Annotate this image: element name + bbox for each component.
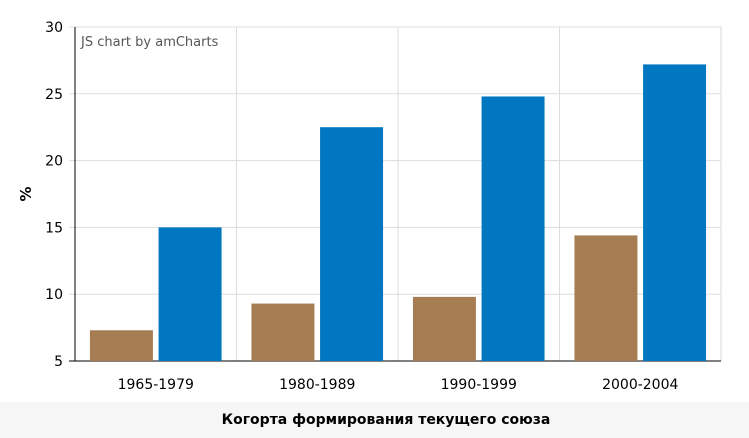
x-axis-ticks: 1965-1979 1980-1989 1990-1999 2000-2004: [118, 377, 679, 393]
bar-brown-1965-1979[interactable]: [89, 330, 153, 361]
y-axis-ticks: 5 10 15 20 25 30: [45, 20, 63, 370]
bar-blue-1990-1999[interactable]: [481, 96, 545, 362]
watermark-label: JS chart by amCharts: [80, 35, 219, 50]
y-tick-label: 25: [45, 87, 63, 103]
y-tick-label: 20: [45, 154, 63, 170]
bar-blue-1965-1979[interactable]: [158, 227, 222, 361]
bar-brown-1980-1989[interactable]: [251, 303, 315, 361]
bar-series-group: [89, 64, 707, 362]
x-tick-label: 2000-2004: [602, 377, 678, 393]
y-axis-title: %: [17, 186, 35, 201]
y-tick-label: 10: [45, 287, 63, 303]
y-tick-label: 30: [45, 20, 63, 36]
x-tick-label: 1980-1989: [279, 377, 355, 393]
bar-brown-1990-1999[interactable]: [412, 296, 476, 361]
x-tick-label: 1990-1999: [441, 377, 517, 393]
bar-brown-2000-2004[interactable]: [574, 235, 638, 361]
y-tick-label: 5: [54, 354, 63, 370]
x-tick-label: 1965-1979: [118, 377, 194, 393]
bar-blue-2000-2004[interactable]: [643, 64, 707, 362]
x-axis-title: Когорта формирования текущего союза: [222, 412, 551, 428]
y-tick-label: 15: [45, 220, 63, 236]
bar-blue-1980-1989[interactable]: [320, 127, 384, 361]
